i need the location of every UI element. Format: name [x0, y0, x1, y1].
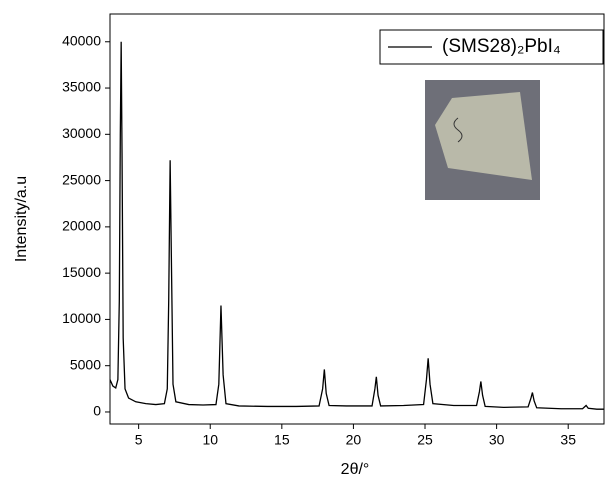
- y-tick-label: 35000: [62, 79, 101, 95]
- x-tick-label: 30: [489, 432, 505, 448]
- y-tick-label: 20000: [62, 218, 101, 234]
- x-tick-label: 15: [274, 432, 290, 448]
- y-tick-label: 10000: [62, 310, 101, 326]
- x-axis-label: 2θ/°: [341, 461, 370, 478]
- x-tick-label: 35: [560, 432, 576, 448]
- y-tick-label: 15000: [62, 264, 101, 280]
- x-tick-label: 25: [417, 432, 433, 448]
- data-line: [109, 41, 604, 410]
- legend-label: (SMS28)₂PbI₄: [442, 36, 561, 57]
- photo-sample: [435, 92, 532, 180]
- y-tick-label: 0: [93, 403, 101, 419]
- y-tick-label: 30000: [62, 125, 101, 141]
- y-tick-label: 5000: [70, 356, 101, 372]
- inset-photo: [425, 80, 540, 200]
- y-tick-label: 25000: [62, 171, 101, 187]
- y-tick-label: 40000: [62, 32, 101, 48]
- x-tick-label: 5: [135, 432, 143, 448]
- x-tick-label: 10: [202, 432, 218, 448]
- photo-mark: [453, 117, 463, 143]
- y-axis-label: Intensity/a.u: [13, 176, 30, 262]
- x-tick-label: 20: [346, 432, 362, 448]
- plot-frame: [109, 13, 605, 425]
